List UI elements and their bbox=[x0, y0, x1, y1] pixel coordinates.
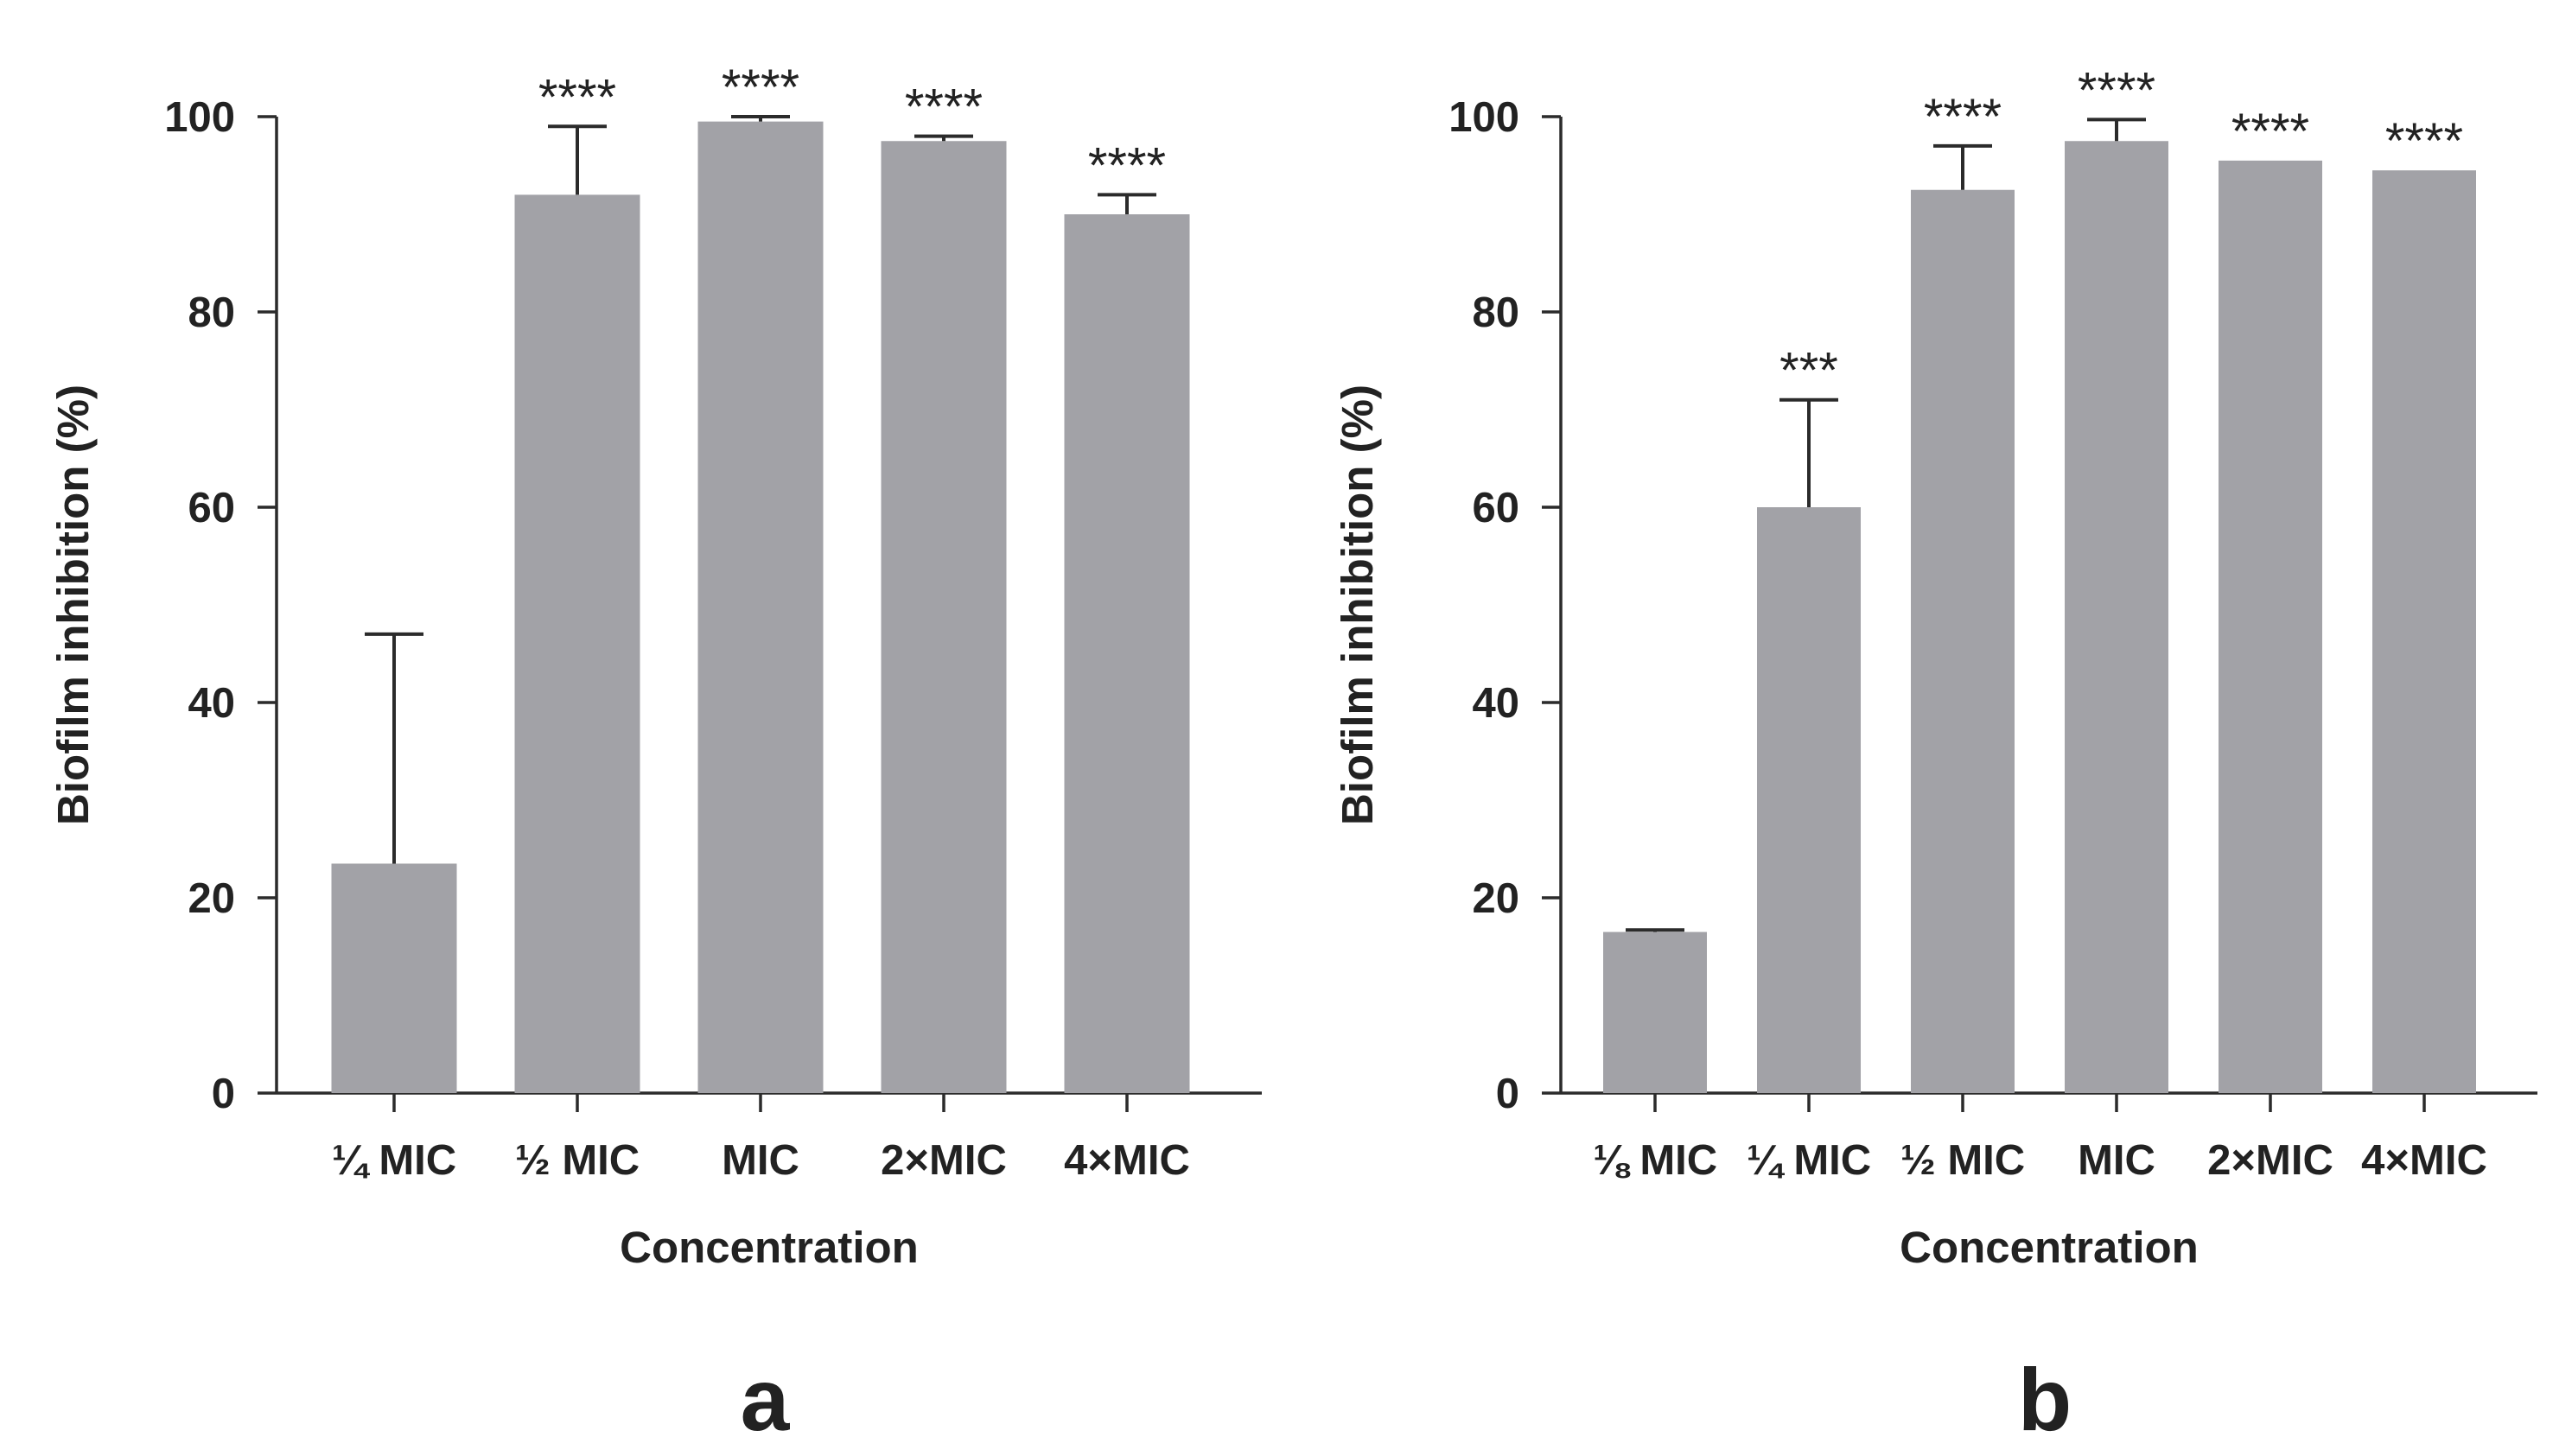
x-tick-label: ½ MIC bbox=[515, 1137, 640, 1184]
bar bbox=[697, 121, 824, 1093]
x-tick-label: ½ MIC bbox=[1900, 1137, 2025, 1184]
significance-marker: **** bbox=[2078, 62, 2155, 118]
y-tick-label: 40 bbox=[1472, 680, 1519, 727]
significance-marker: **** bbox=[905, 79, 983, 136]
significance-marker: **** bbox=[2231, 104, 2309, 160]
y-tick-label: 80 bbox=[188, 289, 235, 336]
bar bbox=[881, 141, 1007, 1093]
y-tick-label: 100 bbox=[1448, 94, 1519, 141]
significance-marker: **** bbox=[2385, 113, 2463, 169]
bar bbox=[2372, 170, 2476, 1093]
significance-marker: **** bbox=[1088, 137, 1166, 194]
bar bbox=[2219, 160, 2322, 1094]
y-tick-label: 0 bbox=[1496, 1071, 1519, 1117]
bar bbox=[1064, 214, 1190, 1093]
significance-marker: **** bbox=[1924, 89, 2002, 145]
y-tick-label: 60 bbox=[188, 485, 235, 531]
x-tick-label: 2×MIC bbox=[881, 1137, 1007, 1184]
y-tick-label: 100 bbox=[164, 94, 235, 141]
y-tick-label: 20 bbox=[1472, 875, 1519, 922]
x-tick-label: 2×MIC bbox=[2207, 1137, 2333, 1184]
panel-a-chart: 0 20 40 60 80 100 ¼ MIC **** ½ MIC **** MIC **** 2×M… bbox=[48, 60, 1262, 1449]
x-axis-title: Concentration bbox=[620, 1223, 919, 1272]
x-tick-label: 4×MIC bbox=[1064, 1137, 1190, 1184]
significance-marker: **** bbox=[538, 69, 616, 125]
x-tick-label: MIC bbox=[2078, 1137, 2155, 1184]
y-tick-label: 80 bbox=[1472, 289, 1519, 336]
significance-marker: *** bbox=[1779, 343, 1838, 399]
x-axis-title: Concentration bbox=[1900, 1223, 2199, 1272]
y-axis-title: Biofilm inhibition (%) bbox=[48, 385, 98, 825]
x-tick-label: ¼ MIC bbox=[332, 1137, 456, 1184]
y-tick-label: 60 bbox=[1472, 485, 1519, 531]
x-tick-label: ⅛ MIC bbox=[1593, 1137, 1717, 1184]
bar bbox=[2065, 141, 2168, 1093]
bar bbox=[1603, 931, 1707, 1093]
significance-marker: **** bbox=[722, 60, 799, 116]
panel-b-chart: 0 20 40 60 80 100 ⅛ MIC *** ¼ MIC **** ½ MIC **** MI… bbox=[1333, 62, 2537, 1449]
y-tick-label: 40 bbox=[188, 680, 235, 727]
bar bbox=[1911, 189, 2015, 1093]
x-tick-label: 4×MIC bbox=[2361, 1137, 2487, 1184]
bar bbox=[1757, 507, 1861, 1093]
x-tick-label: MIC bbox=[722, 1137, 799, 1184]
y-axis-title: Biofilm inhibition (%) bbox=[1333, 385, 1382, 825]
y-tick-label: 0 bbox=[212, 1071, 235, 1117]
y-tick-label: 20 bbox=[188, 875, 235, 922]
panel-label: a bbox=[741, 1351, 791, 1449]
x-tick-label: ¼ MIC bbox=[1747, 1137, 1871, 1184]
bar bbox=[331, 863, 457, 1093]
panel-label: b bbox=[2018, 1351, 2072, 1449]
bar bbox=[514, 194, 640, 1093]
